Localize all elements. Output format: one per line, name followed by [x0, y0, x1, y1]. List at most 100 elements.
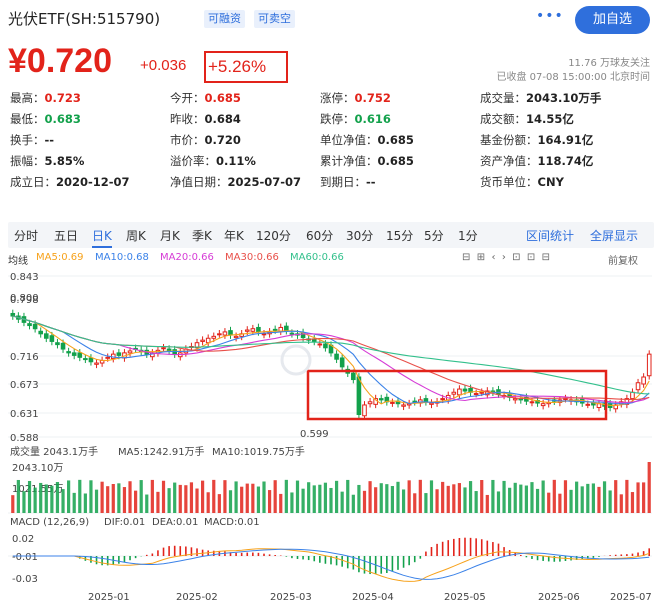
volume-bar: [33, 487, 37, 513]
volume-bar: [418, 479, 422, 513]
volume-bar: [307, 482, 311, 513]
volume-bar: [39, 482, 43, 513]
stat-value: CNY: [537, 175, 564, 189]
volume-bar: [508, 487, 512, 513]
stat-label: 涨停：: [320, 91, 355, 105]
stat-label: 到期日：: [320, 175, 366, 189]
tab-right-0[interactable]: 区间统计: [526, 229, 575, 243]
volume-bar: [251, 483, 255, 513]
tab-1[interactable]: 五日: [54, 229, 79, 243]
stat-value: 118.74亿: [537, 154, 594, 168]
tab-4[interactable]: 月K: [160, 229, 180, 243]
header: 光伏ETF(SH:515790) 可融资 可卖空 ••• 加自选: [0, 0, 662, 40]
candle-body: [244, 329, 250, 332]
volume-bar: [50, 485, 54, 513]
candle-body: [479, 391, 485, 394]
stat-value: 0.11%: [216, 154, 256, 168]
tab-9[interactable]: 30分: [346, 229, 374, 243]
volume-bar: [401, 489, 406, 513]
tab-8[interactable]: 60分: [306, 229, 334, 243]
more-icon[interactable]: •••: [536, 8, 564, 24]
ma5-value: MA5:0.69: [36, 252, 84, 263]
candle-body: [116, 352, 122, 356]
ma10-value: MA10:0.68: [95, 252, 149, 263]
volume-bar: [457, 483, 461, 513]
short-tag[interactable]: 可卖空: [254, 10, 295, 28]
volume-bar: [89, 480, 93, 513]
candle-body: [161, 347, 166, 350]
zoom-controls[interactable]: ⊟ ⊞ ‹ › ⊡ ⊡ ⊟: [462, 252, 551, 263]
volume-bar: [145, 494, 149, 513]
volume-bar: [290, 492, 294, 513]
volume-bar: [245, 483, 249, 513]
stat-label: 市价：: [170, 133, 205, 147]
volume-bar: [78, 479, 82, 513]
volume-bar: [524, 485, 528, 513]
volume-bar: [519, 484, 523, 513]
tab-6[interactable]: 年K: [224, 229, 244, 243]
candle-body: [217, 333, 222, 336]
volume-bar: [463, 487, 467, 513]
volume-bar: [178, 484, 182, 513]
candle-body: [512, 398, 518, 401]
stat-label: 最低：: [10, 112, 45, 126]
candle-body: [423, 398, 429, 403]
tab-2[interactable]: 日K: [92, 229, 112, 248]
stat-value: 0.616: [354, 112, 391, 126]
market-status: 已收盘 07-08 15:00:00 北京时间: [496, 72, 650, 83]
stat-value: 2043.10万手: [526, 91, 602, 105]
tab-3[interactable]: 周K: [126, 229, 146, 243]
candle-body: [38, 330, 44, 335]
volume-bar: [323, 482, 328, 513]
volume-bar: [491, 479, 495, 513]
macd-tick: 0.02: [12, 534, 34, 545]
ma20-value: MA20:0.66: [160, 252, 214, 263]
candle-body: [94, 362, 99, 365]
volume-bar: [44, 484, 48, 513]
volume-bar: [128, 481, 132, 513]
volume-bar: [173, 482, 177, 513]
volume-bar: [647, 462, 651, 513]
tab-11[interactable]: 5分: [424, 229, 444, 243]
stat-18: 到期日：--: [320, 174, 376, 190]
tab-right-1[interactable]: 全屏显示: [590, 229, 639, 243]
volume-bar: [312, 485, 316, 513]
add-watchlist-button[interactable]: 加自选: [575, 6, 650, 34]
candle-body: [440, 398, 445, 401]
stat-value: 0.683: [44, 112, 81, 126]
adjust-select[interactable]: 前复权: [608, 256, 638, 267]
volume-bar: [446, 485, 450, 513]
volume-bar: [602, 481, 607, 513]
volume-bar: [16, 479, 20, 513]
volume-bar: [541, 480, 545, 513]
volume-bar: [340, 491, 344, 513]
volume-bar: [642, 482, 646, 513]
candle-body: [641, 376, 646, 385]
ma60-value: MA60:0.66: [290, 252, 344, 263]
tab-5[interactable]: 季K: [192, 229, 212, 243]
volume-bar: [301, 488, 305, 513]
candle-body: [317, 343, 323, 346]
volume-bar: [575, 481, 579, 513]
volume-bar: [240, 486, 244, 513]
tab-7[interactable]: 120分: [256, 229, 291, 243]
volume-bar: [586, 483, 590, 513]
volume-bar: [167, 488, 171, 513]
ma30-value: MA30:0.66: [225, 252, 279, 263]
margin-tag[interactable]: 可融资: [204, 10, 245, 28]
tab-0[interactable]: 分时: [14, 229, 39, 243]
volume-bar: [61, 489, 65, 513]
candle-body: [10, 312, 16, 317]
ma5-line: [12, 315, 650, 407]
stat-11: 基金份额：164.91亿: [480, 132, 593, 148]
volume-bar: [535, 488, 540, 513]
candle-body: [462, 388, 468, 392]
tab-12[interactable]: 1分: [458, 229, 478, 243]
tab-10[interactable]: 15分: [386, 229, 414, 243]
volume-bar: [374, 487, 378, 513]
volume-bar: [396, 481, 400, 513]
volume-bar: [346, 479, 350, 513]
stat-19: 货币单位：CNY: [480, 174, 564, 190]
volume-bar: [27, 480, 32, 513]
